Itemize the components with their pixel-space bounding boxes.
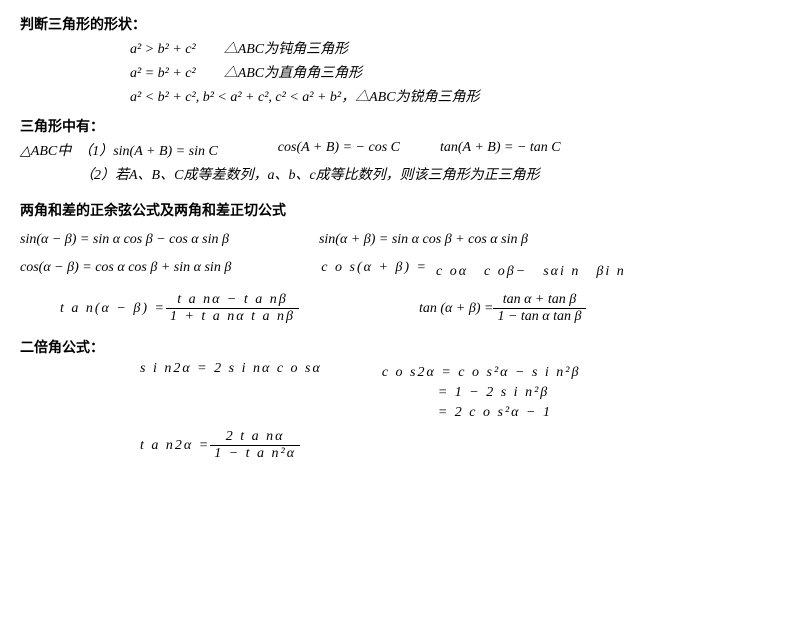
sin2a: s i n2α = 2 s i nα c o sα [140, 361, 322, 425]
triangle-rule1-sin: △ABC中 （1）sin(A + B) = sin C [20, 140, 218, 160]
tan-plus-num: tan α + tan β [493, 292, 585, 309]
shape-obtuse: a² > b² + c² △ABC为钝角三角形 [20, 38, 783, 58]
tan-minus-lhs: t a n(α − β) = [60, 301, 166, 317]
triangle-rule2: （2）若A、B、C成等差数列，a、b、c成等比数列，则该三角形为正三角形 [20, 164, 783, 184]
tan2a-frac: 2 t a nα 1 − t a n²α [210, 429, 300, 462]
heading-shape: 判断三角形的形状： [20, 14, 783, 34]
tan2a-den: 1 − t a n²α [210, 446, 300, 462]
tan-minus-frac: t a nα − t a nβ 1 + t a nα t a nβ [166, 292, 299, 325]
cos2a-line1: c o s2α = c o s²α − s i n²β [382, 365, 581, 381]
tan-minus-den: 1 + t a nα t a nβ [166, 309, 299, 325]
cos-plus-rhs: c oα c oβ− sαi n βi n [436, 260, 626, 280]
shape-acute: a² < b² + c², b² < a² + c², c² < a² + b²… [20, 86, 783, 106]
heading-triangle: 三角形中有： [20, 116, 783, 136]
cos2a-line2: = 1 − 2 s i n²β [382, 385, 581, 401]
sin-plus: sin(α + β) = sin α cos β + cos α sin β [319, 232, 528, 248]
tan-plus-frac: tan α + tan β 1 − tan α tan β [493, 292, 585, 325]
heading-sumdiff: 两角和差的正余弦公式及两角和差正切公式 [20, 200, 783, 220]
sin-minus: sin(α − β) = sin α cos β − cos α sin β [20, 232, 229, 248]
heading-double: 二倍角公式： [20, 337, 783, 357]
tan2a-lhs: t a n2α = [140, 438, 210, 454]
tan-plus-lhs: tan (α + β) = [419, 301, 493, 317]
triangle-rule1-cos: cos(A + B) = − cos C [278, 140, 400, 160]
triangle-rule1-tan: tan(A + B) = − tan C [440, 140, 561, 160]
tan2a-num: 2 t a nα [210, 429, 300, 446]
cos-minus: cos(α − β) = cos α cos β + sin α sin β [20, 260, 231, 280]
cos-plus-lhs: c o s(α + β) = [321, 260, 428, 280]
cos2a-line3: = 2 c o s²α − 1 [382, 405, 581, 421]
tan-plus-den: 1 − tan α tan β [493, 309, 585, 325]
shape-right: a² = b² + c² △ABC为直角角三角形 [20, 62, 783, 82]
tan-minus-num: t a nα − t a nβ [166, 292, 299, 309]
